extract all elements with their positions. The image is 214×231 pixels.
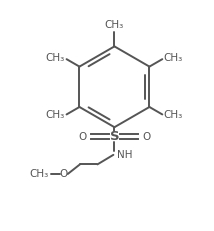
Text: CH₃: CH₃: [46, 53, 65, 63]
Text: CH₃: CH₃: [46, 110, 65, 120]
Text: O: O: [78, 132, 86, 142]
Text: CH₃: CH₃: [105, 20, 124, 30]
Text: CH₃: CH₃: [164, 110, 183, 120]
Text: O: O: [143, 132, 151, 142]
Text: O: O: [60, 169, 68, 179]
Text: NH: NH: [117, 150, 132, 160]
Text: CH₃: CH₃: [164, 53, 183, 63]
Text: S: S: [110, 130, 119, 143]
Text: CH₃: CH₃: [29, 169, 49, 179]
